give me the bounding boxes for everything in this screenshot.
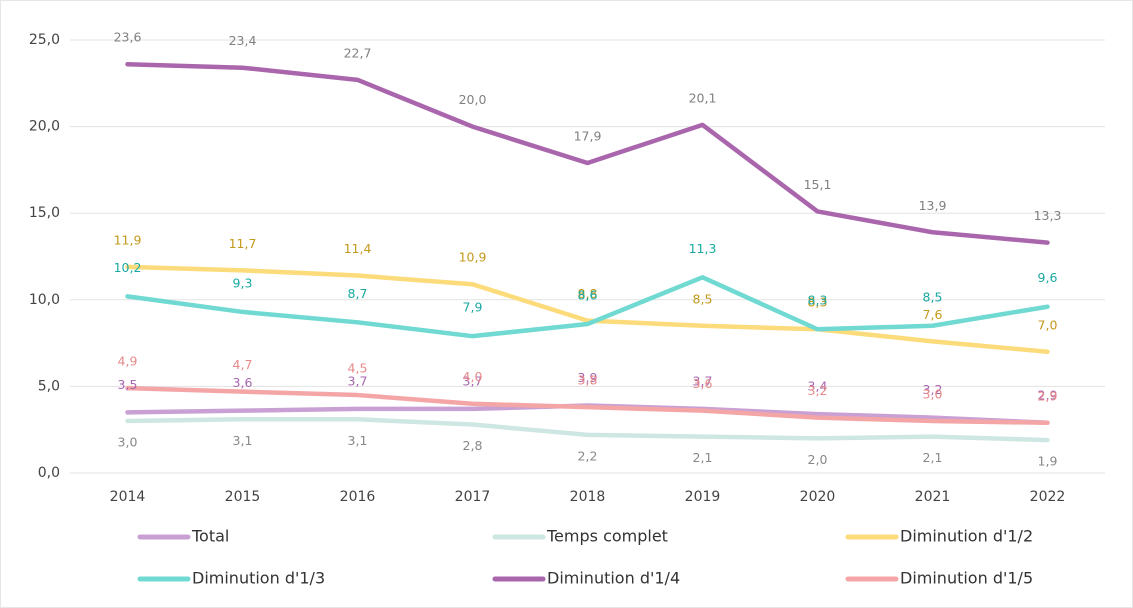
data-label: 8,5 xyxy=(923,289,943,304)
legend-label: Diminution d'1/2 xyxy=(900,527,1033,546)
series-line xyxy=(125,275,1050,339)
legend-label: Total xyxy=(191,527,229,546)
series-line xyxy=(125,61,1050,245)
data-label: 4,7 xyxy=(233,357,253,372)
data-label: 7,6 xyxy=(923,307,943,322)
data-label: 23,4 xyxy=(229,33,257,48)
data-label: 8,7 xyxy=(348,286,368,301)
data-label: 4,5 xyxy=(348,361,368,376)
data-label: 3,6 xyxy=(233,375,253,390)
y-tick-label: 20,0 xyxy=(29,119,60,135)
data-label: 8,6 xyxy=(578,288,598,303)
data-label: 11,9 xyxy=(114,232,142,247)
data-label: 17,9 xyxy=(574,128,602,143)
data-label: 23,6 xyxy=(114,30,142,45)
data-label: 20,0 xyxy=(459,92,487,107)
data-label: 8,3 xyxy=(808,295,828,310)
legend-label: Diminution d'1/4 xyxy=(547,569,680,588)
legend-label: Diminution d'1/3 xyxy=(192,569,325,588)
data-label: 2,8 xyxy=(463,438,483,453)
data-label: 3,6 xyxy=(693,376,713,391)
data-label: 3,8 xyxy=(578,373,598,388)
x-tick-label: 2014 xyxy=(110,489,146,505)
data-label: 3,0 xyxy=(118,435,138,450)
data-label: 9,3 xyxy=(233,275,253,290)
data-label: 2,9 xyxy=(1038,387,1058,402)
data-label: 3,1 xyxy=(233,433,253,448)
x-tick-label: 2017 xyxy=(455,489,491,505)
y-tick-label: 5,0 xyxy=(38,378,60,394)
data-label: 3,1 xyxy=(348,433,368,448)
data-label: 15,1 xyxy=(804,177,832,192)
data-label: 13,9 xyxy=(919,198,947,213)
data-label: 3,2 xyxy=(923,382,943,397)
data-label: 11,4 xyxy=(344,241,372,256)
data-label: 3,2 xyxy=(808,383,828,398)
data-label: 8,5 xyxy=(693,291,713,306)
data-label: 3,4 xyxy=(808,379,828,394)
data-label: 3,5 xyxy=(118,377,138,392)
data-label: 1,9 xyxy=(1038,454,1058,469)
x-tick-label: 2019 xyxy=(685,489,721,505)
data-label: 9,6 xyxy=(1038,270,1058,285)
data-label: 2,1 xyxy=(923,450,943,465)
data-label: 3,0 xyxy=(923,387,943,402)
data-label: 3,9 xyxy=(578,370,598,385)
y-tick-label: 15,0 xyxy=(29,205,60,221)
series-line xyxy=(125,264,1050,355)
data-label: 7,9 xyxy=(463,300,483,315)
x-tick-label: 2022 xyxy=(1030,489,1066,505)
data-label: 8,8 xyxy=(578,286,598,301)
data-label: 8,3 xyxy=(808,293,828,308)
data-label: 3,7 xyxy=(348,373,368,388)
y-tick-label: 0,0 xyxy=(38,465,60,481)
x-tick-label: 2020 xyxy=(800,489,836,505)
data-label: 20,1 xyxy=(689,90,717,105)
x-tick-label: 2016 xyxy=(340,489,376,505)
series-line xyxy=(125,417,1050,443)
legend-label: Temps complet xyxy=(546,527,668,546)
data-label: 3,7 xyxy=(463,373,483,388)
data-label: 3,7 xyxy=(693,373,713,388)
y-tick-label: 25,0 xyxy=(29,32,60,48)
data-label: 2,9 xyxy=(1038,388,1058,403)
data-label: 2,0 xyxy=(808,452,828,467)
data-label: 11,7 xyxy=(229,236,257,251)
data-label: 2,2 xyxy=(578,448,598,463)
x-tick-label: 2015 xyxy=(225,489,261,505)
y-tick-label: 10,0 xyxy=(29,292,60,308)
series-line xyxy=(125,385,1050,426)
data-label: 10,9 xyxy=(459,250,487,265)
data-label: 10,2 xyxy=(114,260,142,275)
legend-label: Diminution d'1/5 xyxy=(900,569,1033,588)
data-label: 13,3 xyxy=(1034,208,1062,223)
data-label: 11,3 xyxy=(689,241,717,256)
data-label: 7,0 xyxy=(1038,317,1058,332)
data-label: 22,7 xyxy=(344,45,372,60)
data-label: 4,0 xyxy=(463,369,483,384)
x-tick-label: 2021 xyxy=(915,489,951,505)
x-tick-label: 2018 xyxy=(570,489,606,505)
data-label: 4,9 xyxy=(118,354,138,369)
data-label: 2,1 xyxy=(693,450,713,465)
